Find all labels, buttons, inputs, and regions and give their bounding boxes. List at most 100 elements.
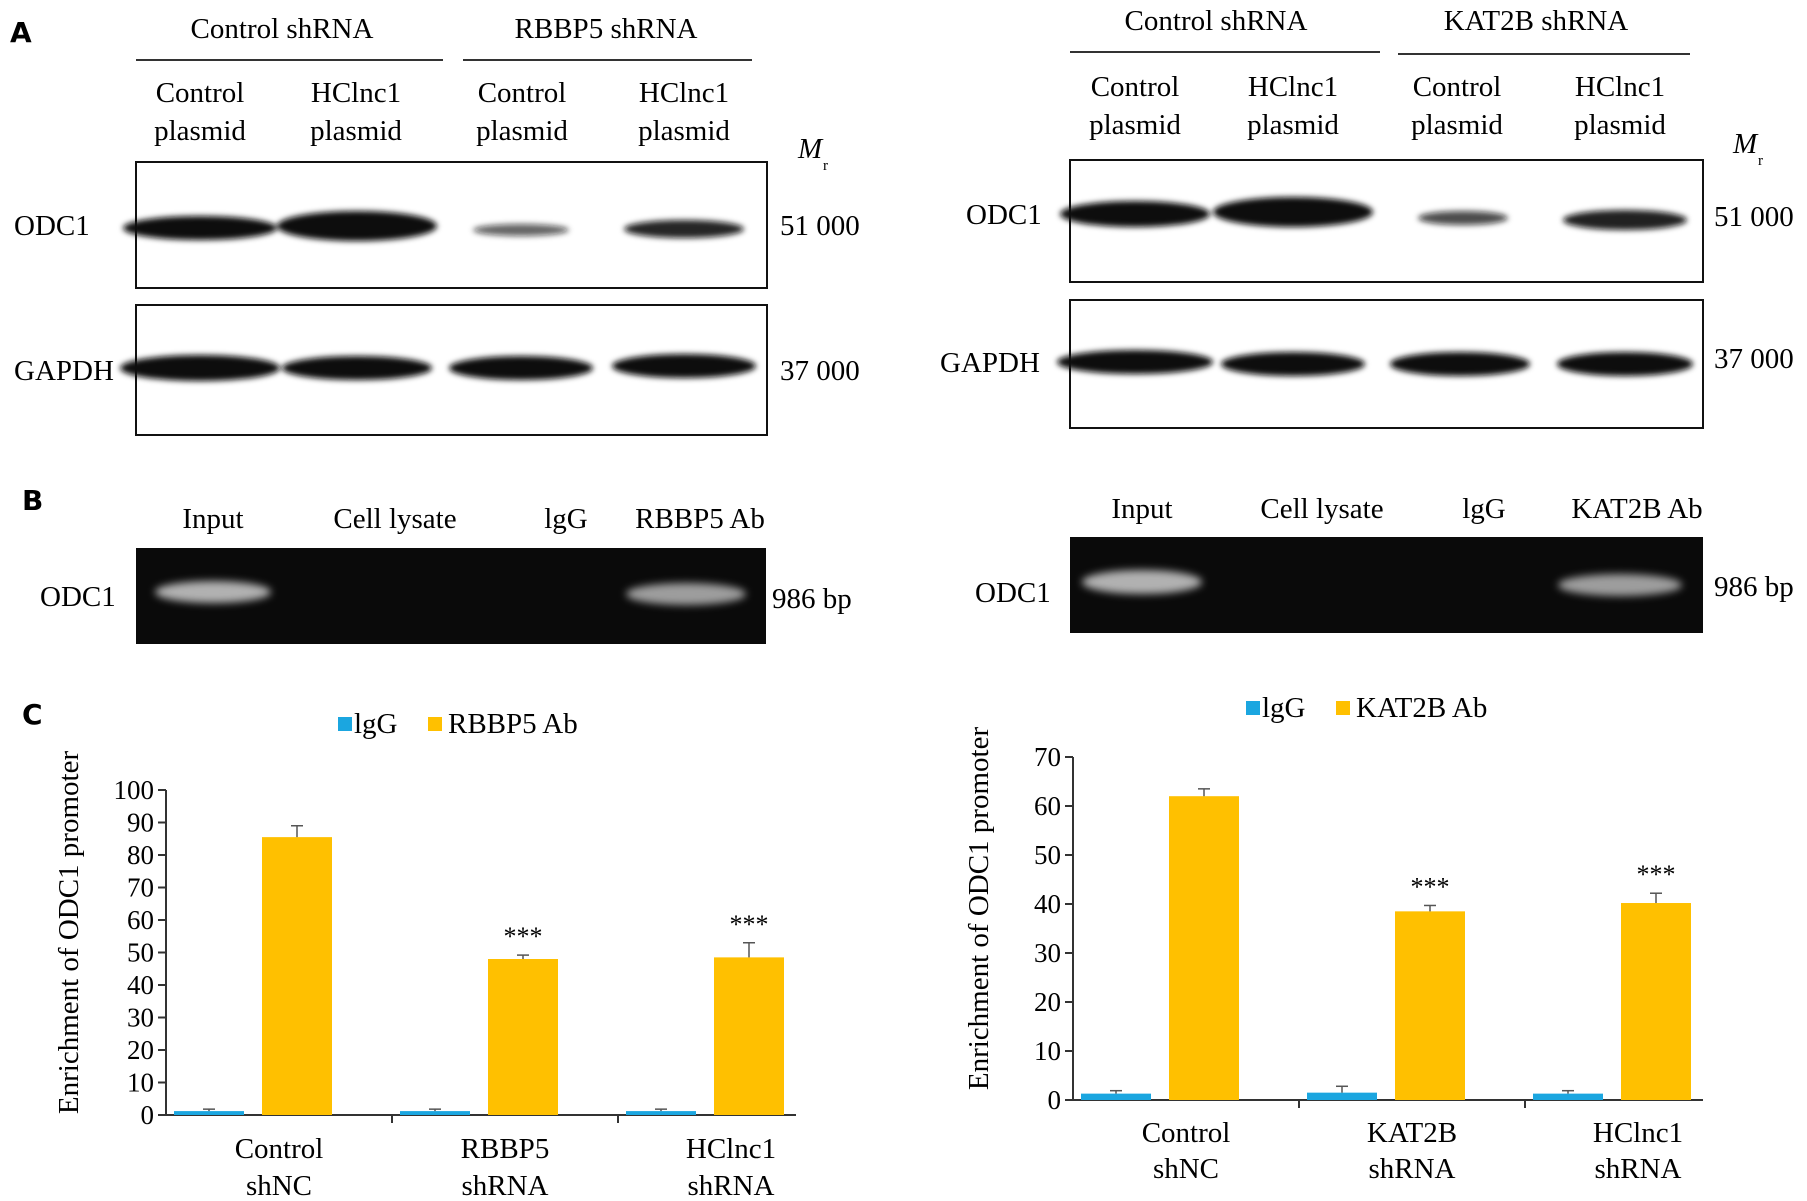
chart2-category-3-line-1: HClnc1	[1593, 1117, 1683, 1149]
blot-right-lane1-l1: Control	[1091, 71, 1180, 103]
chart2-significance-2: ***	[1411, 872, 1450, 901]
chart1-bar-ab-1	[262, 837, 332, 1115]
blot-left-group1: Control shRNA	[191, 13, 374, 45]
gel-right-band-input	[1082, 570, 1202, 594]
blot-right-odc1-band-4	[1563, 210, 1687, 230]
gel-right-band-ab	[1558, 574, 1682, 596]
chart1-category-3-line-2: shRNA	[687, 1170, 774, 1201]
chart2-ytick-label-7: 70	[1034, 742, 1061, 772]
blot-left-odc1-band-1	[123, 216, 277, 240]
gel-left-lane-1: Input	[182, 503, 243, 535]
chart2-ytick-label-3: 30	[1034, 938, 1061, 968]
gel-left-band-input	[155, 581, 271, 603]
chart2-bar-igg-1	[1081, 1093, 1151, 1100]
gel-left-lane-2: Cell lysate	[333, 503, 456, 535]
chart2-category-2-line-2: shRNA	[1368, 1153, 1455, 1185]
blot-right-gapdh-band-4	[1557, 352, 1693, 376]
blot-left-odc1-label: ODC1	[14, 210, 90, 242]
blot-left-lane3-l2: plasmid	[476, 115, 568, 147]
chart1-category-1-line-2: shNC	[246, 1170, 312, 1201]
blot-left-mr-subscript: r	[823, 158, 828, 174]
chart2-ytick-label-4: 40	[1034, 889, 1061, 919]
chart1-ytick-label-10: 100	[114, 775, 155, 805]
chart2-bar-igg-2	[1307, 1092, 1377, 1100]
blot-right-gapdh-band-2	[1221, 352, 1365, 376]
chart2-ylabel: Enrichment of ODC1 promoter	[963, 727, 995, 1091]
blot-right-odc1-mw: 51 000	[1714, 201, 1794, 233]
blot-right-lane1-l2: plasmid	[1089, 109, 1181, 141]
blot-right-odc1-band-1	[1060, 201, 1210, 227]
chart1-legend-igg-swatch	[338, 717, 352, 731]
blot-left-gapdh-label: GAPDH	[14, 355, 114, 387]
blot-right-group2: KAT2B shRNA	[1444, 5, 1629, 37]
chart2-ytick-label-5: 50	[1034, 840, 1061, 870]
blot-left-gapdh-band-2	[282, 356, 432, 380]
chart2-bar-ab-1	[1169, 796, 1239, 1100]
gel-right-row-label: ODC1	[975, 577, 1051, 609]
blot-right-lane2-l2: plasmid	[1247, 109, 1339, 141]
chart1-legend-ab-label: RBBP5 Ab	[448, 708, 578, 740]
chart2-significance-3: ***	[1637, 860, 1676, 889]
chart1-ytick-label-4: 40	[127, 970, 154, 1000]
blot-right-mr-symbol: M	[1732, 128, 1759, 160]
chart1-legend-igg-label: lgG	[354, 708, 398, 740]
blot-left-lane4-l2: plasmid	[638, 115, 730, 147]
chart1-bar-igg-1	[174, 1111, 244, 1115]
chart2-legend-igg-label: lgG	[1262, 692, 1306, 724]
western-blot-right: Control shRNA KAT2B shRNA Control plasmi…	[940, 5, 1794, 429]
chart1-category-2-line-2: shRNA	[461, 1170, 548, 1201]
blot-right-gapdh-band-3	[1390, 352, 1530, 376]
chip-gel-left: Input Cell lysate lgG RBBP5 Ab ODC1 986 …	[40, 503, 852, 644]
chart1-significance-3: ***	[730, 910, 769, 939]
chart1-ytick-label-3: 30	[127, 1003, 154, 1033]
blot-left-lane3-l1: Control	[478, 77, 567, 109]
gel-left-row-label: ODC1	[40, 581, 116, 613]
chart2-category-2-line-1: KAT2B	[1367, 1117, 1457, 1149]
blot-right-odc1-band-3	[1418, 211, 1508, 225]
gel-left-band-ab	[626, 583, 746, 605]
chart1-category-3-line-1: HClnc1	[686, 1133, 776, 1165]
chart2-bar-ab-3	[1621, 903, 1691, 1100]
chart2-legend-igg-swatch	[1246, 701, 1260, 715]
blot-left-gapdh-band-3	[449, 356, 593, 380]
panel-label-b: B	[22, 484, 43, 517]
blot-right-gapdh-label: GAPDH	[940, 347, 1040, 379]
chart1-bar-ab-3	[714, 957, 784, 1115]
chart2-bar-ab-2	[1395, 911, 1465, 1100]
blot-left-odc1-band-3	[473, 224, 569, 236]
chart1-bar-igg-2	[400, 1111, 470, 1115]
chart1-ylabel: Enrichment of ODC1 promoter	[53, 751, 85, 1115]
blot-left-lane4-l1: HClnc1	[639, 77, 729, 109]
chart1-bar-igg-3	[626, 1111, 696, 1115]
chart1-ytick-label-9: 90	[127, 808, 154, 838]
panel-label-a: A	[10, 16, 32, 49]
gel-right-size: 986 bp	[1714, 571, 1794, 603]
chart1-ytick-label-1: 10	[127, 1068, 154, 1098]
chip-gel-right: Input Cell lysate lgG KAT2B Ab ODC1 986 …	[975, 493, 1794, 633]
blot-right-odc1-label: ODC1	[966, 199, 1042, 231]
blot-left-mr-symbol: M	[797, 133, 824, 165]
chart2-category-3-line-2: shRNA	[1594, 1153, 1681, 1185]
blot-left-lane1-l2: plasmid	[154, 115, 246, 147]
chart1-ytick-label-7: 70	[127, 873, 154, 903]
chip-qpcr-chart-right: 0 10 20 30 40 50 60 70 Enrichment of ODC1 promot…	[963, 692, 1703, 1185]
blot-left-gapdh-band-1	[120, 355, 280, 381]
blot-right-gapdh-mw: 37 000	[1714, 343, 1794, 375]
gel-right-lane-3: lgG	[1462, 493, 1506, 525]
blot-left-odc1-band-4	[624, 220, 744, 238]
gel-left-lane-3: lgG	[544, 503, 588, 535]
blot-left-gapdh-band-4	[612, 354, 756, 378]
blot-right-group1: Control shRNA	[1125, 5, 1308, 37]
blot-right-mr-subscript: r	[1758, 153, 1763, 169]
blot-right-gapdh-band-1	[1057, 350, 1213, 374]
blot-left-odc1-band-2	[277, 211, 437, 241]
western-blot-left: Control shRNA RBBP5 shRNA Control plasmi…	[14, 13, 860, 436]
chart1-bar-ab-2	[488, 959, 558, 1115]
blot-left-gapdh-mw: 37 000	[780, 355, 860, 387]
blot-right-lane4-l2: plasmid	[1574, 109, 1666, 141]
chart2-category-1-line-1: Control	[1142, 1117, 1231, 1149]
gel-left-lane-4: RBBP5 Ab	[635, 503, 765, 535]
chart1-category-2-line-1: RBBP5	[461, 1133, 550, 1165]
